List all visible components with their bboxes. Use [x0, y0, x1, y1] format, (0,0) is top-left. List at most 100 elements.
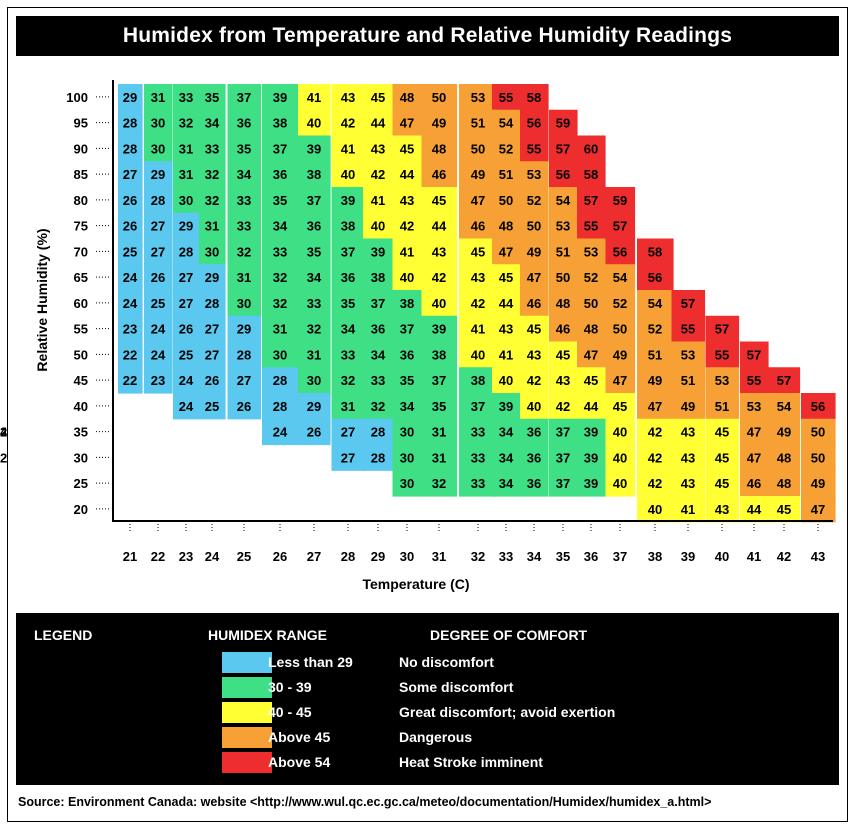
- cell-value: 37: [471, 399, 485, 414]
- heatmap-cell: [605, 238, 636, 265]
- cell-value: 47: [499, 244, 513, 259]
- heatmap-cell: [144, 212, 173, 240]
- cell-value: 47: [400, 116, 414, 131]
- heatmap-cell: [605, 393, 636, 420]
- cell-value: 51: [681, 373, 695, 388]
- heatmap-cell: [363, 264, 394, 291]
- cell-value: 55: [747, 373, 761, 388]
- cell-value: 56: [648, 270, 662, 285]
- heatmap-cell: [392, 418, 423, 446]
- heatmap-cell: [549, 290, 578, 317]
- heatmap-cell: [520, 187, 549, 214]
- cell-value: 41: [400, 244, 414, 259]
- cell-value: 31: [432, 450, 446, 465]
- heatmap-cell: [199, 187, 226, 214]
- cell-value: 44: [499, 296, 514, 311]
- heatmap-cell: [520, 315, 549, 343]
- heatmap-cell: [421, 418, 458, 446]
- heatmap-cell: [298, 290, 331, 317]
- cell-value: 50: [527, 219, 541, 234]
- x-tick-label: 40: [715, 549, 729, 564]
- cell-value: 26: [151, 270, 165, 285]
- legend-range-label: Above 54: [268, 754, 331, 770]
- cell-value: 43: [527, 347, 541, 362]
- heatmap-cell: [671, 341, 706, 368]
- heatmap-cell: [740, 496, 769, 523]
- cell-value: 57: [556, 141, 570, 156]
- heatmap-cell: [118, 109, 143, 137]
- heatmap-cell: [421, 135, 458, 162]
- heatmap-cell: [118, 315, 143, 343]
- heatmap-cell: [577, 444, 606, 471]
- heatmap-cell: [492, 161, 521, 188]
- heatmap-cell: [118, 161, 143, 188]
- cell-value: 27: [237, 373, 251, 388]
- heatmap-cell: [492, 341, 521, 368]
- y-tick-label: 30: [74, 450, 88, 465]
- cell-value: 23: [123, 322, 137, 337]
- cell-value: 33: [471, 476, 485, 491]
- heatmap-cell: [549, 341, 578, 368]
- heatmap-cell: [298, 264, 331, 291]
- heatmap-cell: [605, 187, 636, 214]
- cell-value: 26: [123, 193, 137, 208]
- cell-value: 45: [715, 425, 729, 440]
- heatmap-cell: [262, 135, 299, 162]
- heatmap-cell: [199, 367, 226, 394]
- cell-value: 52: [499, 141, 513, 156]
- heatmap-cell: [577, 393, 606, 420]
- heatmap-cell: [705, 444, 740, 471]
- cell-value: 33: [237, 193, 251, 208]
- heatmap-cell: [605, 290, 636, 317]
- heatmap-cell: [768, 367, 801, 394]
- heatmap-cell: [118, 84, 143, 111]
- cell-value: 26: [123, 219, 137, 234]
- heatmap-cell: [199, 290, 226, 317]
- heatmap-cell: [392, 341, 423, 368]
- cell-value: 28: [205, 296, 219, 311]
- heatmap-cell: [768, 496, 801, 523]
- cell-value: 42: [400, 219, 414, 234]
- heatmap-cell: [199, 135, 226, 162]
- heatmap-cell: [227, 84, 262, 111]
- cell-value: 24: [123, 270, 138, 285]
- cell-value: 45: [715, 450, 729, 465]
- cell-value: 49: [777, 425, 791, 440]
- heatmap-cell: [262, 187, 299, 214]
- cell-value: 24: [151, 347, 166, 362]
- heatmap-cell: [298, 212, 331, 240]
- heatmap-cell: [199, 84, 226, 111]
- cell-value: 42: [648, 450, 662, 465]
- heatmap-cell: [705, 367, 740, 394]
- heatmap-cell: [298, 135, 331, 162]
- heatmap-cell: [520, 212, 549, 240]
- cell-value: 56: [527, 116, 541, 131]
- cell-value: 39: [499, 399, 513, 414]
- cell-value: 56: [556, 167, 570, 182]
- cell-value: 54: [0, 425, 8, 440]
- cell-value: 39: [584, 425, 598, 440]
- cell-value: 42: [432, 270, 446, 285]
- cell-value: 35: [205, 90, 219, 105]
- cell-value: 30: [237, 296, 251, 311]
- y-tick-label: 95: [74, 116, 88, 131]
- heatmap-cell: [637, 418, 674, 446]
- heatmap-cell: [768, 418, 801, 446]
- heatmap-cell: [144, 341, 173, 368]
- cell-value: 53: [471, 90, 485, 105]
- heatmap-cell: [227, 341, 262, 368]
- heatmap-cell: [740, 444, 769, 471]
- x-tick-label: 39: [681, 549, 695, 564]
- heatmap-cell: [492, 470, 521, 497]
- cell-value: 58: [584, 167, 598, 182]
- heatmap-cell: [331, 444, 366, 471]
- heatmap-cell: [605, 341, 636, 368]
- cell-value: 39: [341, 193, 355, 208]
- cell-value: 59: [613, 193, 627, 208]
- cell-value: 46: [471, 219, 485, 234]
- heatmap-cell: [459, 470, 498, 497]
- cell-value: 41: [341, 141, 355, 156]
- cell-value: 55: [499, 90, 513, 105]
- cell-value: 29: [307, 399, 321, 414]
- cell-value: 27: [151, 219, 165, 234]
